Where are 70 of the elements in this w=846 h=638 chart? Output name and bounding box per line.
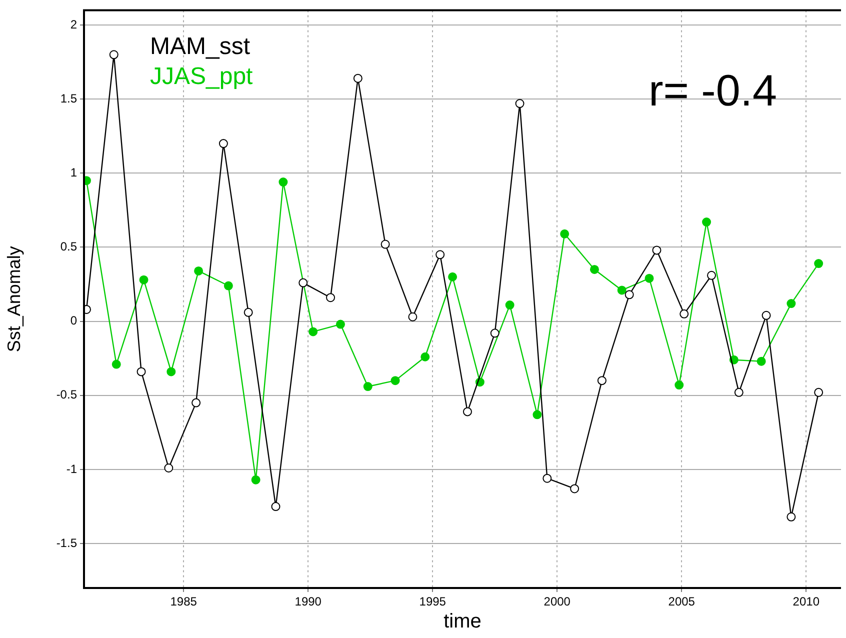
point bbox=[532, 410, 542, 420]
point bbox=[652, 246, 662, 255]
point bbox=[112, 360, 121, 369]
x-axis-title: time bbox=[444, 610, 482, 633]
point bbox=[786, 512, 796, 522]
point bbox=[166, 367, 176, 376]
point bbox=[192, 398, 201, 408]
x-tick-label: 1995 bbox=[419, 594, 446, 609]
point bbox=[570, 484, 580, 494]
point bbox=[109, 50, 118, 60]
point bbox=[308, 327, 318, 336]
y-tick-label: 2 bbox=[70, 17, 78, 32]
point bbox=[542, 474, 552, 483]
point bbox=[814, 388, 824, 397]
point bbox=[762, 310, 771, 320]
point bbox=[194, 266, 204, 276]
point bbox=[644, 274, 654, 283]
point bbox=[515, 99, 524, 108]
x-tick-label: 2000 bbox=[544, 594, 571, 609]
point bbox=[814, 259, 824, 268]
point bbox=[448, 272, 458, 282]
point bbox=[674, 380, 684, 390]
text: JJAS_ppt bbox=[150, 62, 254, 90]
point bbox=[278, 178, 288, 187]
y-tick-label: 1.5 bbox=[60, 91, 78, 106]
point bbox=[680, 309, 689, 318]
point bbox=[363, 382, 372, 392]
point bbox=[560, 229, 570, 238]
annotation: r= -0.4 bbox=[648, 66, 777, 116]
point bbox=[702, 218, 712, 227]
point bbox=[624, 290, 634, 300]
point bbox=[218, 139, 228, 148]
y-tick-label: -1 bbox=[66, 462, 78, 476]
point bbox=[756, 356, 766, 366]
point bbox=[590, 264, 599, 274]
point bbox=[505, 300, 514, 310]
point bbox=[707, 270, 716, 280]
series-label: MAM_sst bbox=[150, 32, 250, 60]
point bbox=[271, 502, 280, 512]
point bbox=[251, 475, 260, 484]
x-tick-label: 1990 bbox=[294, 594, 322, 609]
y-tick-label: 0 bbox=[70, 314, 78, 328]
x-tick-label: 2005 bbox=[668, 594, 696, 609]
point bbox=[326, 293, 336, 302]
y-tick-label: -0.5 bbox=[56, 388, 78, 402]
point bbox=[436, 250, 445, 260]
point bbox=[298, 278, 308, 288]
point bbox=[390, 376, 400, 386]
point bbox=[164, 463, 174, 472]
point bbox=[420, 352, 430, 362]
y-tick-label: 1 bbox=[70, 165, 78, 180]
point bbox=[244, 308, 253, 317]
x-tick-label: 1985 bbox=[170, 594, 198, 609]
point bbox=[597, 376, 606, 386]
y-tick-label: 0.5 bbox=[60, 240, 78, 254]
y-tick-label: -1.5 bbox=[56, 536, 78, 550]
point bbox=[408, 312, 418, 322]
point bbox=[353, 74, 362, 83]
point bbox=[224, 281, 233, 290]
point bbox=[617, 286, 626, 295]
point bbox=[380, 240, 390, 249]
point bbox=[734, 388, 744, 397]
point bbox=[139, 275, 148, 284]
point bbox=[490, 328, 500, 338]
point bbox=[786, 299, 796, 308]
point bbox=[136, 367, 146, 376]
x-tick-label: 2010 bbox=[792, 594, 820, 609]
point bbox=[336, 320, 345, 329]
point bbox=[462, 407, 472, 416]
y-axis-title: Sst_Anomaly bbox=[4, 246, 24, 352]
